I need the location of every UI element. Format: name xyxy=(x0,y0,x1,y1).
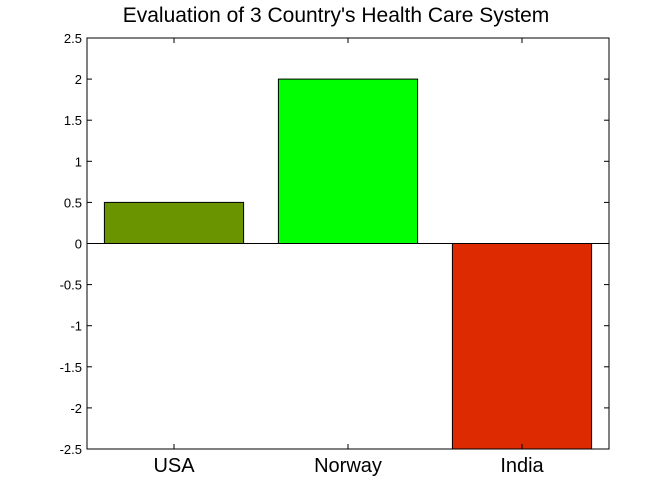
bar-india xyxy=(451,243,593,450)
y-tick-label: -1.5 xyxy=(60,360,82,375)
x-tick-label-norway: Norway xyxy=(314,455,382,477)
y-tick-label: 0.5 xyxy=(64,195,82,210)
y-tick-label: 0 xyxy=(75,237,82,252)
bar-usa xyxy=(103,201,245,244)
y-axis: 2.5 2 1.5 1 0.5 0 -0.5 -1 -1.5 -2 -2.5 xyxy=(60,31,609,457)
y-tick-label: -2 xyxy=(70,401,82,416)
x-tick-label-india: India xyxy=(500,455,544,477)
y-tick-label: 2.5 xyxy=(64,31,82,46)
y-tick-label: -1 xyxy=(70,319,82,334)
x-axis: USA Norway India xyxy=(153,38,545,477)
x-tick-label-usa: USA xyxy=(153,455,195,477)
bar-norway xyxy=(277,78,419,244)
y-tick-label: 1.5 xyxy=(64,113,82,128)
y-tick-label: -2.5 xyxy=(60,442,82,457)
y-tick-label: 1 xyxy=(75,154,82,169)
y-tick-label: -0.5 xyxy=(60,278,82,293)
bars-group xyxy=(103,78,593,450)
chart-title: Evaluation of 3 Country's Health Care Sy… xyxy=(122,4,550,27)
y-tick-label: 2 xyxy=(75,72,82,87)
